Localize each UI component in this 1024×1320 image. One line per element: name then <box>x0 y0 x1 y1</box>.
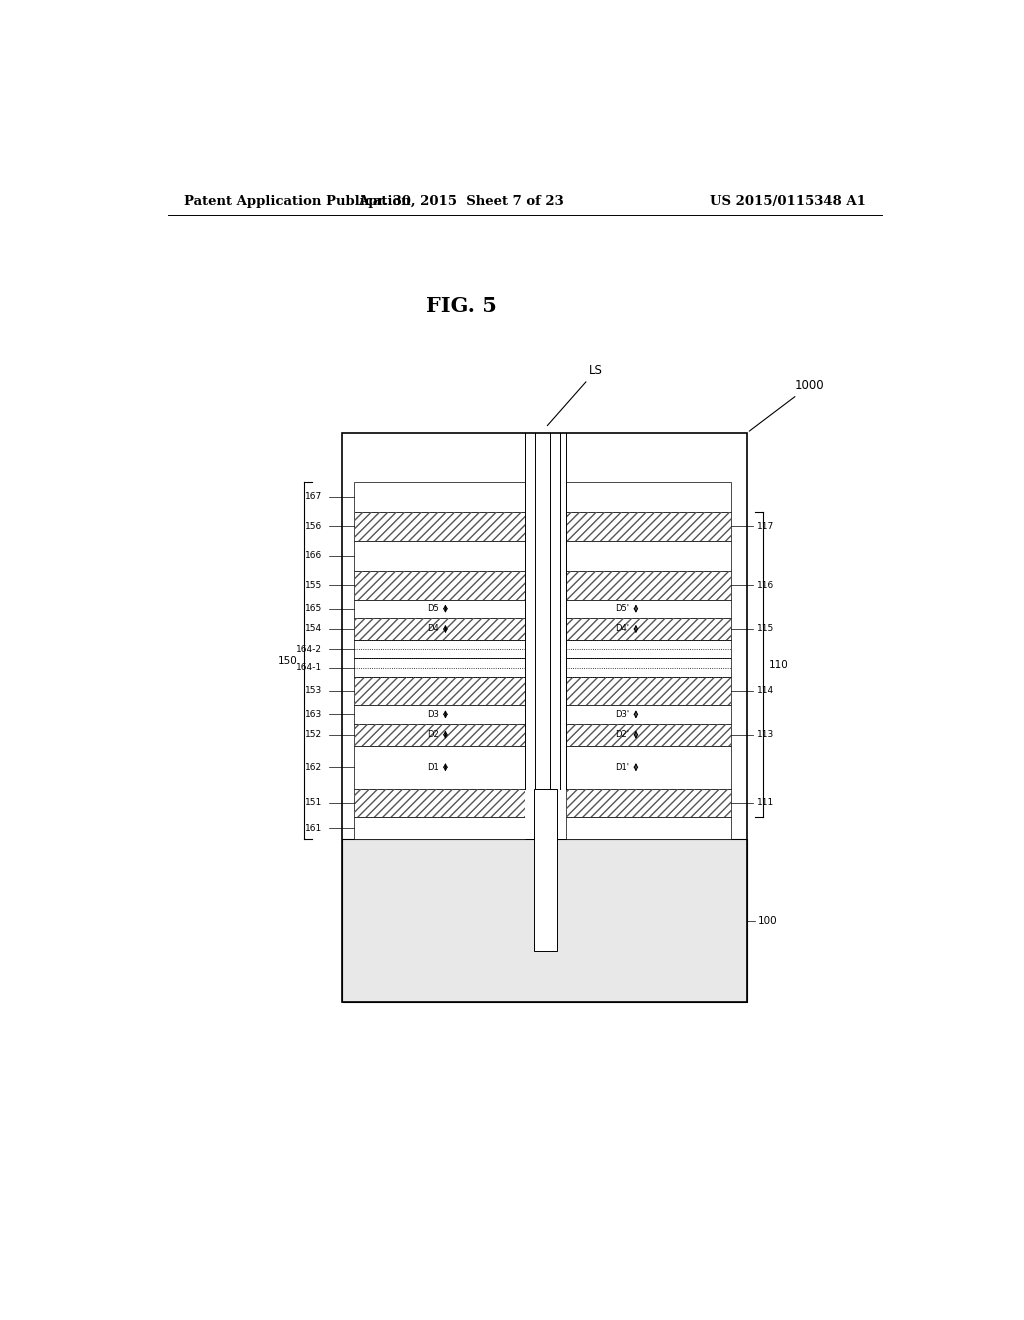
Text: D2: D2 <box>427 730 439 739</box>
Bar <box>354 677 524 705</box>
Bar <box>566 572 731 599</box>
Text: 162: 162 <box>305 763 323 772</box>
Bar <box>354 512 524 541</box>
Bar <box>354 788 524 817</box>
Text: 166: 166 <box>305 552 323 560</box>
Bar <box>566 599 731 618</box>
Text: LS: LS <box>547 364 603 425</box>
Text: 155: 155 <box>305 581 323 590</box>
Text: 1000: 1000 <box>750 379 824 432</box>
Bar <box>566 640 731 659</box>
Text: 151: 151 <box>305 799 323 808</box>
Bar <box>354 541 524 572</box>
Bar <box>566 482 731 512</box>
Bar <box>566 723 731 746</box>
Text: D5': D5' <box>615 605 630 614</box>
Text: 150: 150 <box>279 656 298 665</box>
Text: 117: 117 <box>758 521 774 531</box>
Bar <box>566 817 731 840</box>
Bar <box>566 677 731 705</box>
Text: Apr. 30, 2015  Sheet 7 of 23: Apr. 30, 2015 Sheet 7 of 23 <box>358 194 564 207</box>
Bar <box>354 723 524 746</box>
Bar <box>524 433 566 840</box>
Text: D1': D1' <box>615 763 630 772</box>
Bar <box>566 618 731 640</box>
Text: Patent Application Publication: Patent Application Publication <box>183 194 411 207</box>
Bar <box>566 788 731 817</box>
Bar <box>354 788 524 817</box>
Text: D5: D5 <box>427 605 439 614</box>
Bar <box>354 746 524 788</box>
Text: US 2015/0115348 A1: US 2015/0115348 A1 <box>711 194 866 207</box>
Bar <box>354 677 524 705</box>
Bar <box>566 705 731 723</box>
Bar <box>535 788 557 952</box>
Bar <box>354 512 524 541</box>
Text: D4': D4' <box>615 624 630 634</box>
Bar <box>566 512 731 541</box>
Bar <box>354 723 524 746</box>
Text: FIG. 5: FIG. 5 <box>426 296 497 315</box>
Bar <box>566 723 731 746</box>
Bar <box>566 541 731 572</box>
Bar <box>566 677 731 705</box>
Bar <box>354 618 524 640</box>
Text: 114: 114 <box>758 686 774 696</box>
Text: 164-2: 164-2 <box>296 645 323 653</box>
Bar <box>354 817 524 840</box>
Text: 115: 115 <box>758 624 774 634</box>
Bar <box>354 482 524 512</box>
Bar <box>566 788 731 817</box>
Bar <box>354 640 524 659</box>
Bar <box>354 705 524 723</box>
Text: 154: 154 <box>305 624 323 634</box>
Text: 164-1: 164-1 <box>296 663 323 672</box>
Text: 153: 153 <box>305 686 323 696</box>
Text: 167: 167 <box>305 492 323 502</box>
Text: 163: 163 <box>305 710 323 719</box>
Bar <box>354 572 524 599</box>
Text: 111: 111 <box>758 799 774 808</box>
Text: 165: 165 <box>305 605 323 614</box>
Text: 152: 152 <box>305 730 323 739</box>
Bar <box>566 746 731 788</box>
Text: D1: D1 <box>427 763 439 772</box>
Bar <box>566 572 731 599</box>
Text: D3: D3 <box>427 710 439 719</box>
Bar <box>354 572 524 599</box>
Bar <box>566 512 731 541</box>
Text: 110: 110 <box>769 660 788 669</box>
Bar <box>354 599 524 618</box>
Bar <box>342 433 748 1002</box>
Text: D2': D2' <box>615 730 630 739</box>
Text: 156: 156 <box>305 521 323 531</box>
Text: 113: 113 <box>758 730 774 739</box>
Bar <box>566 659 731 677</box>
Bar <box>354 659 524 677</box>
Text: 161: 161 <box>305 824 323 833</box>
Text: 116: 116 <box>758 581 774 590</box>
Text: 100: 100 <box>758 916 777 925</box>
Bar <box>342 840 748 1002</box>
Text: D4: D4 <box>427 624 439 634</box>
Bar <box>566 618 731 640</box>
Text: D3': D3' <box>615 710 630 719</box>
Bar <box>354 618 524 640</box>
